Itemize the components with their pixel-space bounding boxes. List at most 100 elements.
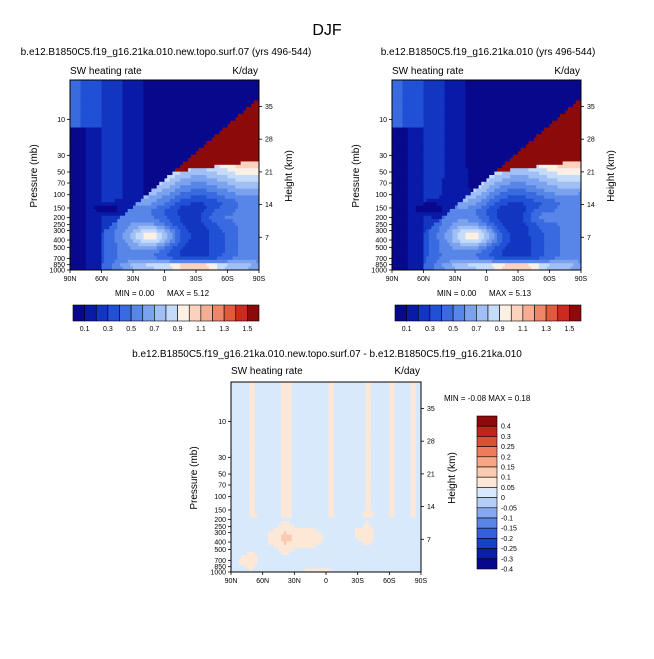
heatmap-cell xyxy=(397,104,400,108)
heatmap-cell xyxy=(526,114,529,118)
heatmap-cell xyxy=(170,158,173,162)
heatmap-cell xyxy=(149,212,152,216)
heatmap-cell xyxy=(175,144,178,148)
heatmap-cell xyxy=(104,161,107,165)
heatmap-cell xyxy=(473,87,476,91)
heatmap-cell xyxy=(130,111,133,115)
heatmap-cell xyxy=(167,189,170,193)
heatmap-cell xyxy=(162,260,165,264)
heatmap-cell xyxy=(136,209,139,213)
heatmap-cell xyxy=(109,158,112,162)
heatmap-cell xyxy=(479,117,482,121)
heatmap-cell xyxy=(233,107,236,111)
heatmap-cell xyxy=(183,121,186,125)
heatmap-cell xyxy=(445,97,448,101)
heatmap-cell xyxy=(241,107,244,111)
heatmap-cell xyxy=(442,97,445,101)
heatmap-cell xyxy=(196,195,199,199)
heatmap-cell xyxy=(120,141,123,145)
heatmap-cell xyxy=(228,199,231,203)
heatmap-cell xyxy=(249,128,252,132)
heatmap-cell xyxy=(207,155,210,159)
heatmap-cell xyxy=(170,80,173,84)
heatmap-cell xyxy=(96,219,99,223)
heatmap-cell xyxy=(91,212,94,216)
heatmap-cell xyxy=(117,111,120,115)
heatmap-cell xyxy=(88,199,91,203)
heatmap-cell xyxy=(222,239,225,243)
heatmap-cell xyxy=(400,117,403,121)
heatmap-cell xyxy=(515,90,518,94)
heatmap-cell xyxy=(186,80,189,84)
heatmap-cell xyxy=(571,94,574,98)
heatmap-cell xyxy=(416,104,419,108)
heatmap-cell xyxy=(117,199,120,203)
heatmap-cell xyxy=(107,134,110,138)
heatmap-cell xyxy=(424,117,427,121)
heatmap-cell xyxy=(149,206,152,210)
heatmap-cell xyxy=(235,233,238,237)
heatmap-cell xyxy=(241,151,244,155)
heatmap-cell xyxy=(455,97,458,101)
heatmap-cell xyxy=(167,250,170,254)
heatmap-cell xyxy=(431,83,434,87)
heatmap-cell xyxy=(214,155,217,159)
heatmap-cell xyxy=(130,121,133,125)
heatmap-cell xyxy=(183,263,186,267)
heatmap-cell xyxy=(510,80,513,84)
heatmap-cell xyxy=(238,250,241,254)
heatmap-cell xyxy=(141,253,144,257)
heatmap-cell xyxy=(83,97,86,101)
heatmap-cell xyxy=(212,87,215,91)
heatmap-cell xyxy=(502,90,505,94)
heatmap-cell xyxy=(128,219,131,223)
heatmap-cell xyxy=(571,87,574,91)
heatmap-cell xyxy=(91,107,94,111)
heatmap-cell xyxy=(86,195,89,199)
heatmap-cell xyxy=(88,233,91,237)
heatmap-cell xyxy=(99,216,102,220)
heatmap-cell xyxy=(458,80,461,84)
heatmap-cell xyxy=(431,87,434,91)
heatmap-cell xyxy=(518,97,521,101)
heatmap-cell xyxy=(144,114,147,118)
heatmap-cell xyxy=(497,90,500,94)
heatmap-cell xyxy=(102,141,105,145)
heatmap-cell xyxy=(138,239,141,243)
heatmap-cell xyxy=(254,219,257,223)
heatmap-cell xyxy=(78,216,81,220)
heatmap-cell xyxy=(199,206,202,210)
heatmap-cell xyxy=(204,178,207,182)
heatmap-cell xyxy=(405,104,408,108)
heatmap-cell xyxy=(568,87,571,91)
heatmap-cell xyxy=(91,226,94,230)
heatmap-cell xyxy=(400,107,403,111)
heatmap-cell xyxy=(555,83,558,87)
heatmap-cell xyxy=(170,253,173,257)
heatmap-cell xyxy=(104,182,107,186)
heatmap-cell xyxy=(408,90,411,94)
heatmap-cell xyxy=(241,175,244,179)
heatmap-cell xyxy=(99,202,102,206)
heatmap-cell xyxy=(128,178,131,182)
heatmap-cell xyxy=(123,229,126,233)
heatmap-cell xyxy=(75,182,78,186)
heatmap-cell xyxy=(149,256,152,260)
heatmap-cell xyxy=(165,124,168,128)
heatmap-cell xyxy=(123,182,126,186)
heatmap-cell xyxy=(408,94,411,98)
heatmap-cell xyxy=(128,114,131,118)
heatmap-cell xyxy=(188,148,191,152)
heatmap-cell xyxy=(149,104,152,108)
heatmap-cell xyxy=(115,114,118,118)
panel1-max-text: MAX = 5.12 xyxy=(167,289,210,298)
heatmap-cell xyxy=(225,104,228,108)
heatmap-cell xyxy=(162,216,165,220)
heatmap-cell xyxy=(104,229,107,233)
heatmap-cell xyxy=(78,209,81,213)
heatmap-cell xyxy=(167,223,170,227)
heatmap-cell xyxy=(78,243,81,247)
heatmap-cell xyxy=(534,117,537,121)
heatmap-cell xyxy=(107,168,110,172)
heatmap-cell xyxy=(439,80,442,84)
